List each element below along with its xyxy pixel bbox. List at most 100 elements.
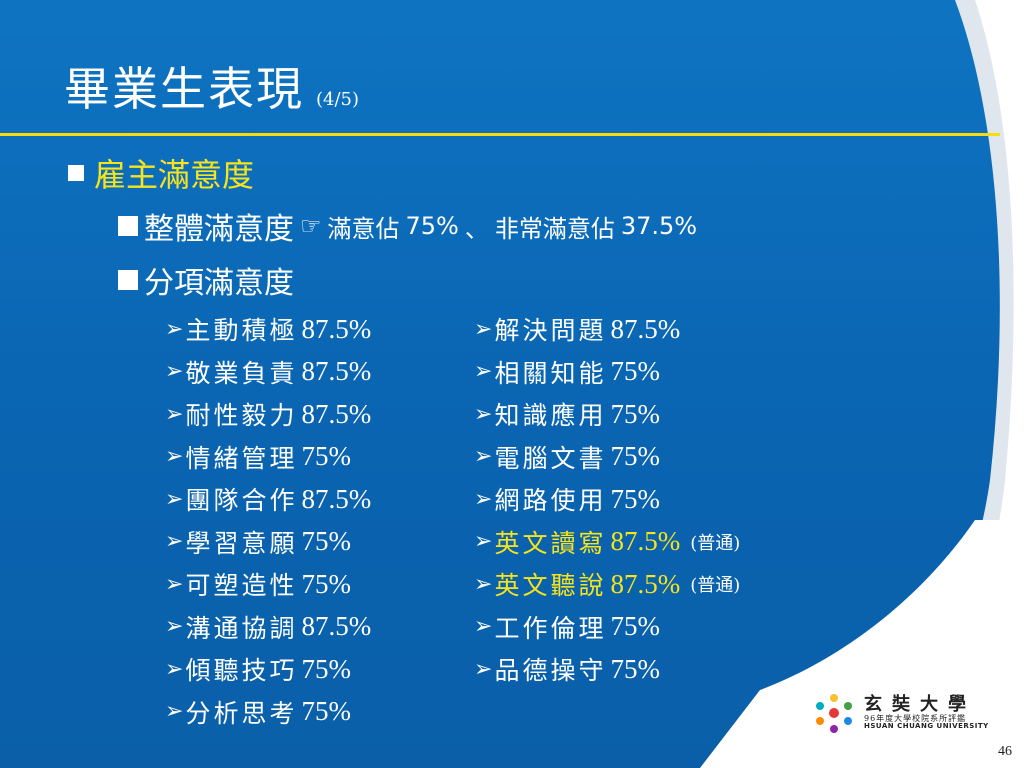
right-item: ➢ 英文讀寫 87.5% (普通) [474, 521, 740, 564]
item-name: 分析思考 [185, 698, 298, 728]
item-name: 可塑造性 [185, 571, 298, 601]
right-item: ➢ 英文聽說 87.5% (普通) [474, 563, 740, 606]
logo-emblem-icon [816, 694, 852, 733]
arrow-bullet-icon: ➢ [474, 401, 493, 427]
arrow-bullet-icon: ➢ [474, 359, 493, 385]
arrow-bullet-icon: ➢ [165, 316, 184, 342]
left-item: ➢ 情緒管理 75% [165, 436, 371, 479]
item-name: 英文聽說 [494, 571, 607, 601]
arrow-bullet-icon: ➢ [474, 316, 493, 342]
arrow-bullet-icon: ➢ [165, 359, 184, 385]
item-percentage: 75% [301, 441, 351, 472]
left-item: ➢ 分析思考 75% [165, 691, 371, 734]
arrow-bullet-icon: ➢ [165, 656, 184, 682]
right-item: ➢ 電腦文書 75% [474, 436, 740, 479]
right-item: ➢ 工作倫理 75% [474, 606, 740, 649]
overall-summary-a: 滿意佔 [327, 214, 400, 243]
item-name: 傾聽技巧 [185, 656, 298, 686]
item-name: 團隊合作 [185, 486, 298, 516]
arrow-bullet-icon: ➢ [474, 614, 493, 640]
arrow-bullet-icon: ➢ [165, 571, 184, 597]
left-item-list: ➢ 主動積極 87.5% ➢ 敬業負責 87.5% ➢ 耐性毅力 87.5% ➢ 情緒管理 75% ➢ 團… [165, 308, 371, 733]
left-item: ➢ 可塑造性 75% [165, 563, 371, 606]
arrow-bullet-icon: ➢ [474, 486, 493, 512]
arrow-bullet-icon: ➢ [165, 614, 184, 640]
arrow-bullet-icon: ➢ [474, 571, 493, 597]
left-item: ➢ 學習意願 75% [165, 521, 371, 564]
breakdown-row: 分項滿意度 [118, 258, 294, 302]
overall-label: 整體滿意度 [144, 212, 294, 247]
overall-satisfaction-row: 整體滿意度 ☞ 滿意佔 75%、非常滿意佔 37.5% [118, 204, 697, 248]
item-percentage: 75% [610, 356, 660, 387]
logo-english: HSUAN CHUANG UNIVERSITY [864, 721, 989, 730]
left-item: ➢ 溝通協調 87.5% [165, 606, 371, 649]
logo-name: 玄奘大學 [864, 693, 976, 715]
right-item-list: ➢ 解決問題 87.5% ➢ 相關知能 75% ➢ 知識應用 75% ➢ 電腦文書 75% ➢ 網路使用 7… [474, 308, 740, 691]
item-percentage: 75% [610, 653, 660, 684]
page-subtitle: (4/5) [316, 89, 360, 110]
item-percentage: 87.5% [301, 611, 372, 642]
item-percentage: 87.5% [610, 313, 681, 344]
item-percentage: 87.5% [610, 568, 681, 599]
item-name: 工作倫理 [494, 613, 607, 643]
right-item: ➢ 品德操守 75% [474, 648, 740, 691]
item-note: (普通) [690, 575, 741, 597]
item-name: 溝通協調 [185, 613, 298, 643]
right-item: ➢ 解決問題 87.5% [474, 308, 740, 351]
item-percentage: 87.5% [301, 356, 372, 387]
square-bullet-icon [118, 270, 138, 290]
item-name: 主動積極 [185, 316, 298, 346]
left-item: ➢ 敬業負責 87.5% [165, 351, 371, 394]
item-percentage: 75% [301, 653, 351, 684]
item-percentage: 75% [610, 611, 660, 642]
overall-summary-b: 非常滿意佔 [494, 214, 615, 243]
arrow-bullet-icon: ➢ [165, 486, 184, 512]
page-title: 畢業生表現 [64, 62, 304, 116]
square-bullet-icon [68, 165, 84, 181]
item-name: 知識應用 [494, 401, 607, 431]
item-percentage: 87.5% [301, 398, 372, 429]
right-item: ➢ 知識應用 75% [474, 393, 740, 436]
breakdown-label: 分項滿意度 [144, 266, 294, 301]
university-logo: 玄奘大學 96年度大學校院系所評鑑 HSUAN CHUANG UNIVERSIT… [812, 688, 1002, 738]
item-percentage: 87.5% [301, 313, 372, 344]
arrow-bullet-icon: ➢ [474, 656, 493, 682]
item-name: 敬業負責 [185, 358, 298, 388]
arrow-bullet-icon: ➢ [165, 699, 184, 725]
item-name: 網路使用 [494, 486, 607, 516]
left-item: ➢ 團隊合作 87.5% [165, 478, 371, 521]
section-heading: 雇主滿意度 [94, 156, 255, 194]
item-name: 情緒管理 [185, 443, 298, 473]
item-percentage: 75% [301, 696, 351, 727]
item-percentage: 75% [610, 483, 660, 514]
overall-value-b: 37.5% [620, 212, 698, 240]
right-item: ➢ 網路使用 75% [474, 478, 740, 521]
heading-row: 雇主滿意度 [68, 150, 254, 196]
item-name: 相關知能 [494, 358, 607, 388]
arrow-bullet-icon: ➢ [474, 529, 493, 555]
pointing-hand-icon: ☞ [300, 212, 322, 240]
page-number: 46 [998, 744, 1012, 759]
item-name: 電腦文書 [494, 443, 607, 473]
item-percentage: 87.5% [301, 483, 372, 514]
right-item: ➢ 相關知能 75% [474, 351, 740, 394]
item-name: 英文讀寫 [494, 528, 607, 558]
overall-value-a: 75% [405, 212, 459, 240]
item-name: 耐性毅力 [185, 401, 298, 431]
square-bullet-icon [118, 216, 138, 236]
arrow-bullet-icon: ➢ [165, 444, 184, 470]
item-percentage: 75% [301, 526, 351, 557]
item-note: (普通) [690, 532, 741, 554]
item-percentage: 75% [610, 398, 660, 429]
left-item: ➢ 主動積極 87.5% [165, 308, 371, 351]
item-name: 解決問題 [494, 316, 607, 346]
title-divider [0, 133, 1000, 136]
overall-separator: 、 [464, 214, 489, 243]
logo-subtitle: 96年度大學校院系所評鑑 [864, 713, 967, 723]
title-block: 畢業生表現 (4/5) [64, 66, 359, 130]
arrow-bullet-icon: ➢ [165, 529, 184, 555]
item-percentage: 75% [301, 568, 351, 599]
arrow-bullet-icon: ➢ [474, 444, 493, 470]
